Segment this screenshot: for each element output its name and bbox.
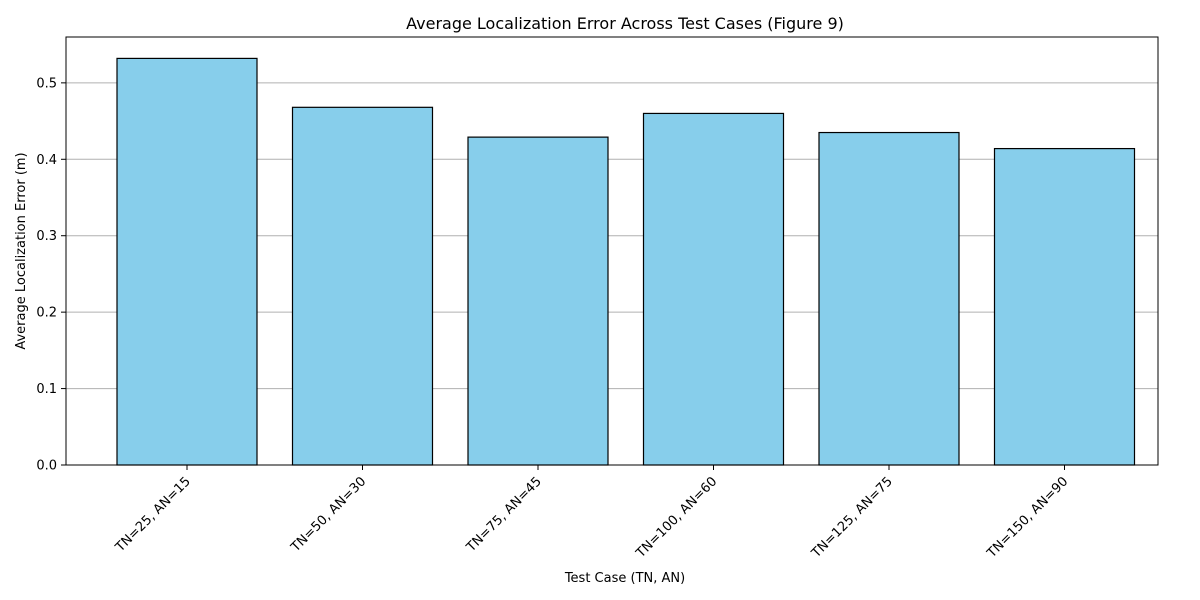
x-tick-label: TN=75, AN=45: [463, 474, 545, 556]
y-axis-ticks: 0.0 0.1 0.2 0.3 0.4 0.5: [36, 76, 66, 474]
bar: [993, 147, 1136, 466]
y-axis-label: Average Localization Error (m): [14, 152, 29, 349]
x-axis-label: Test Case (TN, AN): [564, 571, 685, 586]
bar: [291, 106, 434, 466]
bar: [116, 57, 258, 466]
chart-title: Average Localization Error Across Test C…: [406, 14, 844, 33]
y-tick-label: 0.5: [36, 76, 57, 91]
y-tick-label: 0.3: [36, 229, 57, 244]
y-tick-label: 0.1: [36, 382, 57, 397]
x-tick-label: TN=150, AN=90: [984, 474, 1071, 561]
y-tick-label: 0.0: [36, 459, 57, 474]
bar: [818, 131, 960, 466]
bars: [116, 57, 1136, 466]
x-tick-label: TN=100, AN=60: [633, 474, 720, 561]
bar: [642, 112, 785, 466]
x-axis-ticks: TN=25, AN=15 TN=50, AN=30 TN=75, AN=45 TN=1…: [112, 465, 1071, 562]
y-tick-label: 0.4: [36, 153, 57, 168]
plot-frame: [65, 36, 1159, 466]
x-tick-label: TN=25, AN=15: [112, 474, 194, 556]
x-tick-label: TN=50, AN=30: [288, 474, 370, 556]
x-tick-label: TN=125, AN=75: [808, 474, 895, 561]
y-tick-label: 0.2: [36, 306, 57, 321]
bar: [467, 136, 609, 466]
